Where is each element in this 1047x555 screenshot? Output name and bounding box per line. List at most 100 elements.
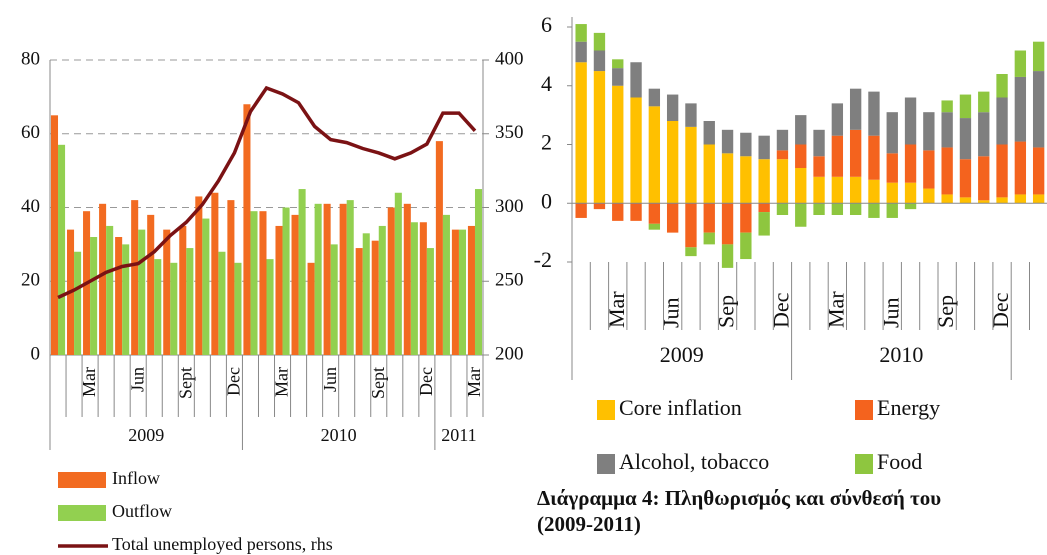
bar-segment <box>886 182 898 204</box>
bar <box>387 207 395 355</box>
bar <box>99 203 107 355</box>
y-tick-label: -2 <box>534 247 552 272</box>
bar-segment <box>721 244 734 268</box>
bar <box>131 200 139 355</box>
legend-label: Food <box>877 449 922 474</box>
year-label: 2009 <box>660 342 704 367</box>
bar-segment <box>831 103 844 136</box>
y2-tick-label: 350 <box>495 122 524 143</box>
x-tick-label: Mar <box>464 367 484 397</box>
bar-segment <box>831 135 844 177</box>
bar-segment <box>996 197 1008 204</box>
y-tick-label: 6 <box>541 12 552 37</box>
bar-segment <box>703 203 715 233</box>
bar-segment <box>685 103 697 127</box>
bar-segment <box>758 203 770 213</box>
y-tick-label: 60 <box>21 122 40 143</box>
bar-segment <box>575 41 587 63</box>
x-tick-label: Sep <box>714 295 739 328</box>
legend-swatch <box>855 400 873 420</box>
bar-segment <box>904 203 917 210</box>
bar-segment <box>740 203 752 233</box>
legend-label: Core inflation <box>619 395 742 420</box>
bar-segment <box>630 97 642 204</box>
bar-segment <box>959 159 972 198</box>
bar-segment <box>758 212 770 236</box>
bar-segment <box>941 194 953 204</box>
bar-segment <box>721 129 734 154</box>
bar-segment <box>666 121 679 204</box>
bar <box>122 244 130 355</box>
bar-segment <box>996 144 1008 198</box>
bar <box>419 222 427 355</box>
x-tick-label: Mar <box>823 291 848 328</box>
bar-segment <box>721 153 734 204</box>
bar <box>90 237 98 355</box>
x-tick-label: Jun <box>878 297 903 328</box>
bar-segment <box>703 144 715 204</box>
bar <box>138 229 146 355</box>
bar-segment <box>795 203 807 227</box>
bar-segment <box>959 94 972 119</box>
bar-segment <box>1014 76 1027 142</box>
bar <box>346 200 354 355</box>
legend-swatch <box>597 454 615 474</box>
legend-label: Outflow <box>112 501 172 521</box>
bar-segment <box>813 156 825 177</box>
y-tick-label: 0 <box>31 343 41 364</box>
bar <box>378 225 386 355</box>
bar-segment <box>612 85 624 204</box>
legend-label: Energy <box>877 395 940 420</box>
bar-segment <box>849 129 862 177</box>
bar <box>266 259 274 355</box>
legend-label: Total unemployed persons, rhs <box>112 534 333 554</box>
bar-segment <box>575 24 587 42</box>
bar-segment <box>758 135 770 160</box>
bar <box>218 251 226 355</box>
bar-segment <box>685 126 697 204</box>
legend-label: Alcohol, tobacco <box>619 449 769 474</box>
bar-segment <box>923 112 935 151</box>
bar-segment <box>776 203 789 215</box>
bar <box>259 211 267 355</box>
x-tick-label: Dec <box>988 292 1013 328</box>
bar <box>355 248 363 355</box>
bar <box>330 244 338 355</box>
bar-segment <box>740 232 752 260</box>
bar-segment <box>795 168 807 204</box>
bar <box>58 144 66 355</box>
bar <box>195 196 203 355</box>
x-tick-label: Dec <box>768 292 793 328</box>
bar-segment <box>831 176 844 204</box>
bar <box>250 211 258 355</box>
bar-segment <box>941 100 953 113</box>
bar-segment <box>593 50 606 72</box>
legend-label: Inflow <box>112 468 160 488</box>
bar <box>170 262 178 355</box>
bar-segment <box>904 97 917 145</box>
bar-segment <box>868 203 880 218</box>
bar-segment <box>703 232 715 245</box>
bar <box>371 240 379 355</box>
legend-swatch <box>855 454 873 474</box>
bar-segment <box>666 94 679 121</box>
y2-tick-label: 200 <box>495 343 524 364</box>
bar-segment <box>740 156 752 204</box>
bar-segment <box>941 112 953 148</box>
bar-segment <box>593 71 606 204</box>
y-tick-label: 80 <box>21 48 40 69</box>
bar-segment <box>776 159 789 204</box>
bar-segment <box>575 62 587 204</box>
bar <box>186 248 194 355</box>
x-tick-label: Dec <box>416 367 436 396</box>
bar-segment <box>575 203 587 218</box>
bar-segment <box>721 203 734 245</box>
y2-tick-label: 250 <box>495 270 524 291</box>
bar <box>154 259 162 355</box>
bar <box>442 214 450 355</box>
x-tick-label: Mar <box>1043 291 1047 328</box>
x-tick-label: Sept <box>368 367 388 399</box>
x-tick-label: Jun <box>127 367 147 392</box>
bar-segment <box>849 176 862 204</box>
